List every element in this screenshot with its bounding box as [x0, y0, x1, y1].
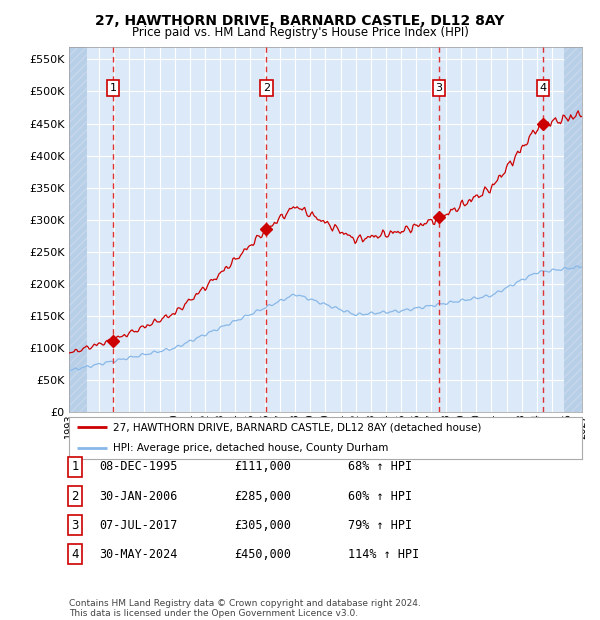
Text: 68% ↑ HPI: 68% ↑ HPI — [348, 461, 412, 473]
Text: 1: 1 — [110, 83, 117, 93]
Text: £285,000: £285,000 — [234, 490, 291, 502]
Text: 30-MAY-2024: 30-MAY-2024 — [99, 548, 178, 560]
Text: 3: 3 — [436, 83, 442, 93]
Text: 2: 2 — [71, 490, 79, 502]
Bar — [69, 46, 87, 412]
Bar — [564, 46, 582, 412]
Text: 2: 2 — [263, 83, 270, 93]
Text: 4: 4 — [539, 83, 547, 93]
Text: Contains HM Land Registry data © Crown copyright and database right 2024.
This d: Contains HM Land Registry data © Crown c… — [69, 599, 421, 618]
Text: 79% ↑ HPI: 79% ↑ HPI — [348, 519, 412, 531]
Text: 3: 3 — [71, 519, 79, 531]
Text: 60% ↑ HPI: 60% ↑ HPI — [348, 490, 412, 502]
Text: £305,000: £305,000 — [234, 519, 291, 531]
Text: 1: 1 — [71, 461, 79, 473]
Text: 07-JUL-2017: 07-JUL-2017 — [99, 519, 178, 531]
Text: 27, HAWTHORN DRIVE, BARNARD CASTLE, DL12 8AY: 27, HAWTHORN DRIVE, BARNARD CASTLE, DL12… — [95, 14, 505, 28]
Text: Price paid vs. HM Land Registry's House Price Index (HPI): Price paid vs. HM Land Registry's House … — [131, 26, 469, 39]
Bar — [69, 46, 87, 412]
Text: 4: 4 — [71, 548, 79, 560]
Text: £111,000: £111,000 — [234, 461, 291, 473]
Bar — [564, 46, 582, 412]
Text: 30-JAN-2006: 30-JAN-2006 — [99, 490, 178, 502]
Text: £450,000: £450,000 — [234, 548, 291, 560]
Text: HPI: Average price, detached house, County Durham: HPI: Average price, detached house, Coun… — [113, 443, 388, 453]
Text: 27, HAWTHORN DRIVE, BARNARD CASTLE, DL12 8AY (detached house): 27, HAWTHORN DRIVE, BARNARD CASTLE, DL12… — [113, 422, 481, 432]
Text: 08-DEC-1995: 08-DEC-1995 — [99, 461, 178, 473]
Text: 114% ↑ HPI: 114% ↑ HPI — [348, 548, 419, 560]
